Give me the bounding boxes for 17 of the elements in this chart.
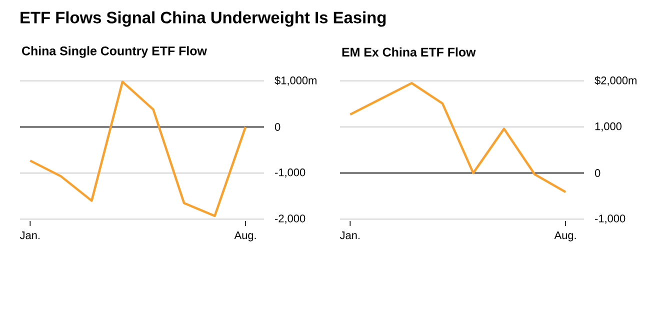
x-tick-label: Jan. [340, 232, 360, 240]
line-series [349, 82, 567, 194]
y-tick-label: -1,000 [595, 214, 626, 224]
x-tick-label: Aug. [234, 232, 256, 242]
y-tick-label: 0 [274, 123, 280, 131]
line-series [29, 80, 247, 218]
y-tick-label: -1,000 [275, 168, 306, 178]
y-tick-label: $2,000m [594, 76, 636, 86]
y-tick-label: $1,000m [274, 76, 316, 86]
chart-subtitle: EM Ex China ETF Flow [342, 47, 476, 57]
y-tick-label: 0 [594, 169, 600, 177]
y-tick-label: -2,000 [275, 214, 306, 224]
y-tick-label: 1,000 [595, 122, 622, 132]
chart-subtitle: China Single Country ETF Flow [22, 46, 207, 58]
x-tick-label: Jan. [20, 232, 40, 240]
x-tick-label: Aug. [554, 232, 576, 242]
chart-title: ETF Flows Signal China Underweight Is Easing [20, 11, 386, 27]
